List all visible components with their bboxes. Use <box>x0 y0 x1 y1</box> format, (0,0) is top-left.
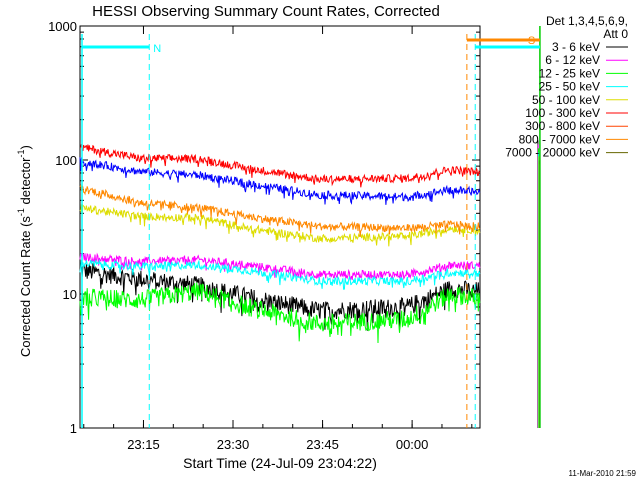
x-axis-label: Start Time (24-Jul-09 23:04:22) <box>183 455 377 471</box>
x-tick-label: 23:15 <box>127 437 160 452</box>
x-tick-label: 23:45 <box>306 437 339 452</box>
x-tick-label: 23:30 <box>217 437 250 452</box>
series-line-12-25-kev <box>79 282 481 344</box>
y-tick-label: 100 <box>55 153 77 168</box>
y-axis-label-mid: detector <box>18 157 33 208</box>
overlay-layer: NS <box>81 26 541 428</box>
y-axis-label-main: Corrected Count Rate (s <box>18 216 33 357</box>
legend-label-25-50-kev: 25 - 50 keV <box>539 80 600 94</box>
series-layer <box>79 143 481 344</box>
series-line-100-300-kev <box>79 143 481 188</box>
y-axis-label-end: ) <box>18 145 33 149</box>
series-line-blue <box>79 157 481 205</box>
plot-frame <box>79 25 481 429</box>
night-marker-label: N <box>153 43 161 55</box>
series-line-25-50-kev <box>79 258 481 290</box>
x-axis: 23:15 23:30 23:45 00:00 <box>83 26 473 452</box>
legend-header-line-1: Det 1,3,4,5,6,9, <box>546 14 628 28</box>
y-axis-label-exp2: -1 <box>16 149 26 157</box>
y-axis-label: Corrected Count Rate (s-1 detector-1) <box>16 145 33 357</box>
legend-label-300-800-kev: 300 - 800 keV <box>525 119 600 133</box>
series-line-50-100-kev <box>79 204 481 247</box>
plot-area <box>79 25 481 429</box>
series-line-3-6-kev <box>79 263 481 331</box>
legend-label-50-100-kev: 50 - 100 keV <box>532 93 600 107</box>
chart-title: HESSI Observing Summary Count Rates, Cor… <box>92 3 440 20</box>
y-axis: 1 10 100 1000 <box>48 19 480 436</box>
y-axis-label-exp1: -1 <box>16 208 26 216</box>
y-tick-label: 1000 <box>48 19 77 34</box>
series-line-6-12-kev <box>79 252 481 281</box>
legend-label-7000-20000-kev: 7000 - 20000 keV <box>505 146 600 160</box>
legend-label-6-12-kev: 6 - 12 keV <box>545 53 600 67</box>
series-line-800-7000-kev <box>79 184 481 237</box>
legend-label-3-6-kev: 3 - 6 keV <box>552 40 600 54</box>
legend-label-12-25-kev: 12 - 25 keV <box>539 66 600 80</box>
saa-marker-label: S <box>528 35 535 47</box>
legend-header-line-2: Att 0 <box>603 27 628 41</box>
y-tick-label: 10 <box>63 287 77 302</box>
footer-date: 11-Mar-2010 21:59 <box>569 469 637 478</box>
legend-label-100-300-kev: 100 - 300 keV <box>525 106 600 120</box>
legend-label-800-7000-kev: 800 - 7000 keV <box>519 132 600 146</box>
y-tick-label: 1 <box>70 421 77 436</box>
x-tick-label: 00:00 <box>396 437 429 452</box>
